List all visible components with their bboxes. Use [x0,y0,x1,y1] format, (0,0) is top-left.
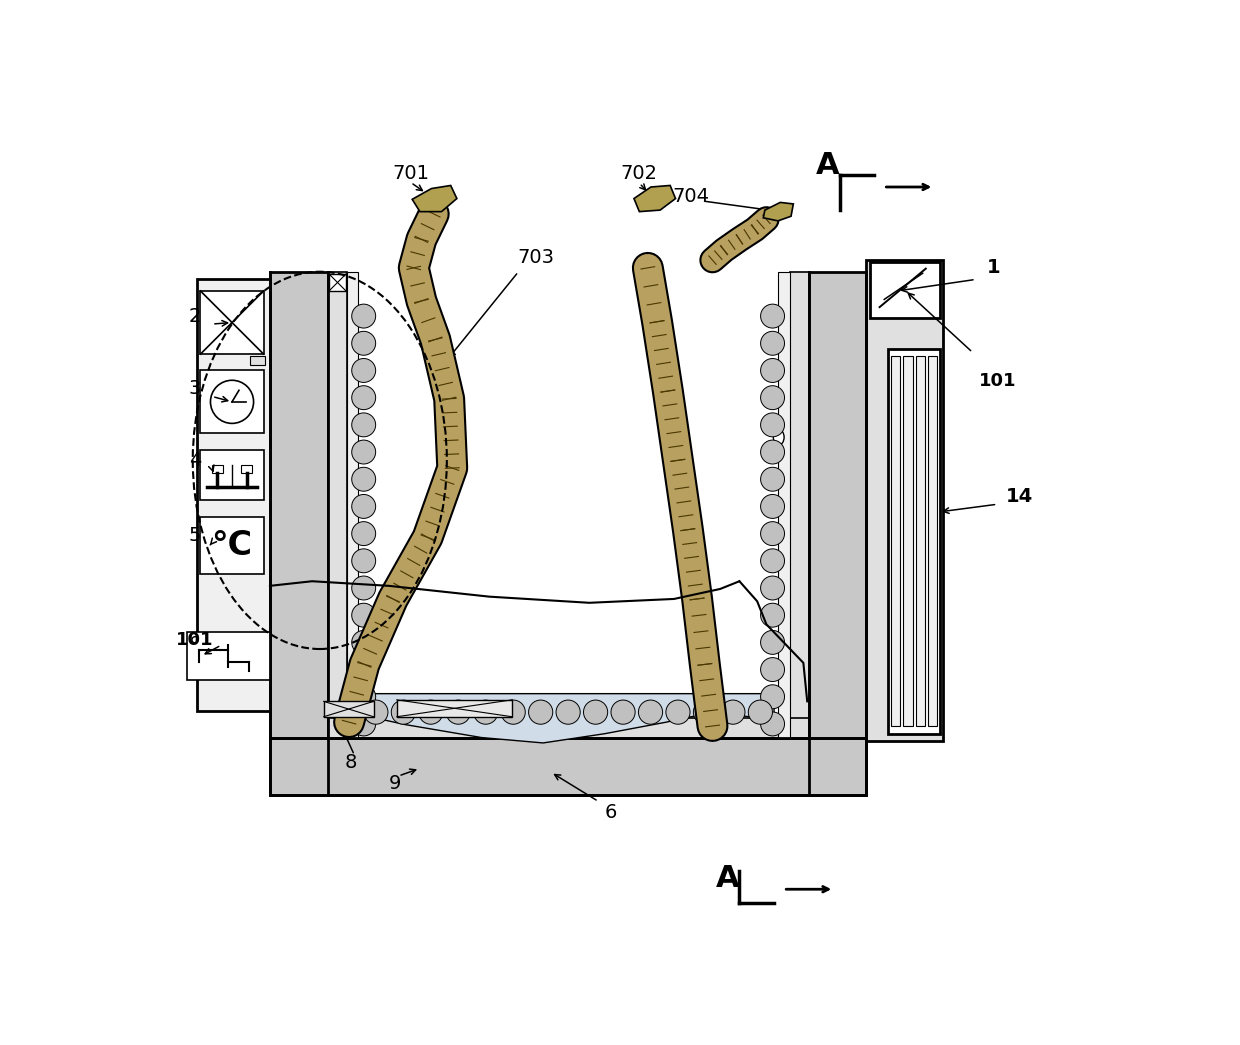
Bar [904,356,913,726]
Text: 702: 702 [621,164,658,183]
Circle shape [352,440,376,464]
Circle shape [556,700,580,724]
Circle shape [352,521,376,545]
Circle shape [760,712,785,736]
Circle shape [611,700,635,724]
Circle shape [192,636,198,643]
Circle shape [760,494,785,518]
Bar [187,632,270,680]
Circle shape [352,358,376,382]
Circle shape [760,467,785,491]
Text: 9: 9 [389,774,402,793]
Circle shape [760,358,785,382]
Text: A: A [715,864,740,893]
Text: A: A [816,150,839,180]
Circle shape [748,700,773,724]
Polygon shape [335,694,774,743]
Bar [324,701,373,717]
Circle shape [352,386,376,410]
Polygon shape [764,203,794,220]
Circle shape [352,413,376,437]
Circle shape [501,700,526,724]
Bar [212,465,223,472]
Text: 14: 14 [1006,487,1033,506]
Polygon shape [790,272,808,738]
Circle shape [352,684,376,709]
Text: 101: 101 [978,372,1016,390]
Circle shape [352,549,376,573]
Text: 701: 701 [392,164,429,183]
Circle shape [352,494,376,518]
Bar [916,356,925,726]
Polygon shape [412,185,456,212]
Circle shape [639,700,662,724]
Circle shape [352,331,376,355]
Circle shape [760,521,785,545]
Bar [242,465,252,472]
Text: 101: 101 [176,631,213,649]
Text: 2: 2 [188,307,201,326]
Bar [397,700,512,717]
Circle shape [474,700,497,724]
Text: 704: 704 [672,187,709,206]
Bar [892,356,900,726]
Circle shape [760,331,785,355]
Circle shape [419,700,443,724]
Circle shape [363,700,388,724]
Circle shape [760,657,785,681]
Bar [870,262,940,318]
Circle shape [446,700,470,724]
Text: 5: 5 [188,526,201,544]
Ellipse shape [774,429,784,445]
Bar [888,349,940,734]
Circle shape [352,304,376,328]
Polygon shape [327,272,347,738]
Text: 3: 3 [188,379,201,398]
Polygon shape [270,738,867,795]
Bar [249,355,265,365]
Circle shape [760,576,785,600]
Polygon shape [270,272,327,795]
Ellipse shape [211,380,253,423]
Polygon shape [777,272,790,738]
Circle shape [760,413,785,437]
Polygon shape [867,260,944,741]
Bar [201,291,264,354]
Circle shape [352,657,376,681]
Circle shape [392,700,415,724]
Circle shape [352,630,376,654]
Circle shape [760,386,785,410]
Text: 4: 4 [188,450,201,470]
Text: 8: 8 [345,753,357,772]
Circle shape [693,700,718,724]
Polygon shape [634,185,676,212]
Circle shape [760,603,785,627]
Circle shape [760,304,785,328]
Circle shape [584,700,608,724]
Polygon shape [808,272,867,795]
Circle shape [352,576,376,600]
Circle shape [666,700,691,724]
Text: °C: °C [212,529,253,562]
Circle shape [528,700,553,724]
Polygon shape [197,279,270,711]
Circle shape [352,603,376,627]
Circle shape [760,549,785,573]
Polygon shape [327,718,808,738]
Text: 1: 1 [987,258,1001,277]
Circle shape [760,684,785,709]
Bar [201,370,264,434]
Bar [201,516,264,575]
Circle shape [352,467,376,491]
Bar [201,450,264,501]
Circle shape [760,440,785,464]
Circle shape [352,712,376,736]
Circle shape [760,630,785,654]
Bar [928,356,937,726]
Text: 6: 6 [605,803,618,821]
Polygon shape [347,272,358,738]
Text: 703: 703 [517,249,554,268]
Circle shape [720,700,745,724]
Bar [329,274,346,291]
